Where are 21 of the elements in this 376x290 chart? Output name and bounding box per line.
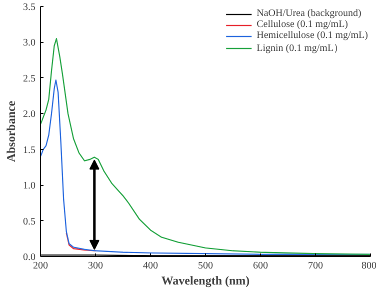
x-tick-label: 300 <box>88 260 103 272</box>
y-tick-label: 0.5 <box>23 216 36 228</box>
legend-label: Cellulose (0.1 mg/mL) <box>256 19 348 30</box>
x-tick-label: 400 <box>143 260 158 272</box>
y-tick-label: 2.5 <box>23 73 36 84</box>
y-tick-label: 1.0 <box>23 180 36 192</box>
x-tick-label: 700 <box>308 260 323 272</box>
y-tick-label: 1.5 <box>23 144 36 156</box>
y-axis-title: Absorbance <box>4 100 18 162</box>
x-axis-title: Wavelength (nm) <box>161 274 250 288</box>
x-tick-label: 800 <box>362 260 376 272</box>
legend-label: NaOH/Urea (background) <box>256 8 362 19</box>
legend-label: Lignin (0.1 mg/mL） <box>256 42 344 55</box>
y-tick-label: 0.0 <box>23 252 36 263</box>
legend-label: Hemicellulose (0.1 mg/mL) <box>256 30 368 41</box>
x-tick-label: 500 <box>198 260 213 272</box>
x-tick-label: 600 <box>253 260 268 272</box>
y-tick-label: 3.0 <box>23 38 36 49</box>
y-tick-label: 3.5 <box>23 2 36 13</box>
y-tick-label: 2.0 <box>23 109 36 120</box>
x-tick-label: 200 <box>33 260 48 272</box>
